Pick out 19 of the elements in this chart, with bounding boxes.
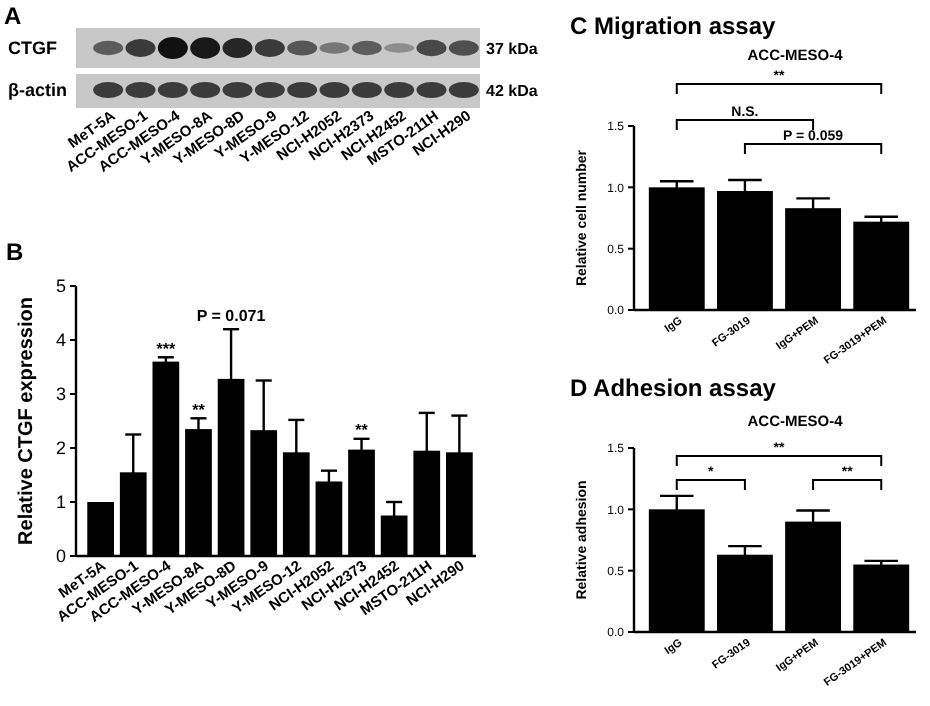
text: A [4,2,22,30]
text: 42 kDa [486,82,539,100]
annotation: ** [192,400,207,419]
chart-title: B [6,238,24,266]
text: 37 kDa [486,40,539,58]
annotation: P = 0.071 [196,307,267,326]
y-tick-label: 3 [55,384,66,405]
y-tick-label: 1 [55,492,66,513]
chart-title: D Adhesion assay [570,374,777,402]
annotation: *** [156,339,177,358]
text: CTGF [8,38,58,58]
chart-title: C Migration assay [570,12,777,40]
y-tick-label: 0 [55,546,66,567]
y-tick-label: 2 [55,438,66,459]
y-tick-label: 4 [55,330,66,351]
text: β-actin [8,80,67,100]
y-tick-label: 5 [55,276,66,297]
y-axis-title: Relative CTGF expression [16,297,38,545]
annotation: ** [355,421,370,440]
